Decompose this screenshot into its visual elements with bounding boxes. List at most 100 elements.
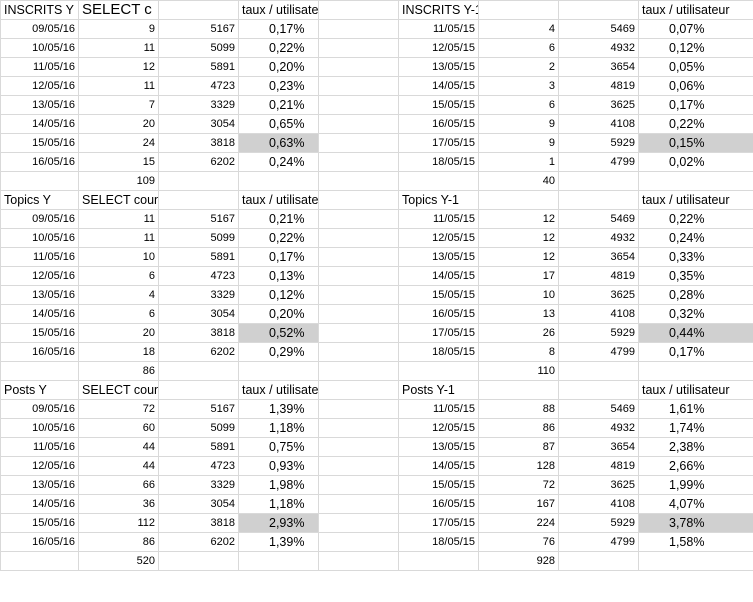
cell [158, 551, 239, 571]
users: 4799 [558, 152, 639, 172]
users: 5891 [158, 57, 239, 77]
rate: 0,20% [238, 304, 319, 324]
count: 12 [78, 57, 159, 77]
date: 17/05/15 [398, 513, 479, 533]
count: 9 [478, 114, 559, 134]
date: 15/05/15 [398, 475, 479, 495]
column-header: SELECT count [78, 380, 159, 400]
column-header: taux / utilisateur [638, 190, 753, 210]
cell [158, 171, 239, 191]
sheet-row: 10/05/16 11 5099 0,22% 12/05/15 12 4932 0,24% [0, 228, 753, 248]
users: 3054 [158, 114, 239, 134]
date: 13/05/15 [398, 57, 479, 77]
rate: 0,22% [638, 209, 753, 229]
cell [638, 361, 753, 381]
cell [318, 437, 399, 457]
date: 11/05/15 [398, 19, 479, 39]
section-title: Topics Y-1 [398, 190, 479, 210]
sheet-row: 16/05/16 86 6202 1,39% 18/05/15 76 4799 1,58% [0, 532, 753, 552]
rate: 0,24% [238, 152, 319, 172]
count: 12 [478, 228, 559, 248]
section-title: Topics Y [0, 190, 79, 210]
rate: 0,29% [238, 342, 319, 362]
total: 40 [478, 171, 559, 191]
users: 6202 [158, 152, 239, 172]
cell [318, 323, 399, 343]
count: 7 [78, 95, 159, 115]
cell [318, 114, 399, 134]
users: 4932 [558, 418, 639, 438]
date: 16/05/16 [0, 532, 79, 552]
sheet-row: 16/05/16 18 6202 0,29% 18/05/15 8 4799 0,17% [0, 342, 753, 362]
count: 17 [478, 266, 559, 286]
sheet-row: 11/05/16 10 5891 0,17% 13/05/15 12 3654 0,33% [0, 247, 753, 267]
date: 16/05/16 [0, 152, 79, 172]
cell [318, 171, 399, 191]
cell [318, 513, 399, 533]
count: 4 [478, 19, 559, 39]
users: 3054 [158, 494, 239, 514]
sheet-row: 13/05/16 4 3329 0,12% 15/05/15 10 3625 0,28% [0, 285, 753, 305]
cell [0, 171, 79, 191]
users: 5929 [558, 133, 639, 153]
date: 13/05/16 [0, 475, 79, 495]
sheet-row: 11/05/16 44 5891 0,75% 13/05/15 87 3654 2,38% [0, 437, 753, 457]
users: 3329 [158, 285, 239, 305]
sheet-row: 09/05/16 72 5167 1,39% 11/05/15 88 5469 1,61% [0, 399, 753, 419]
users: 5469 [558, 19, 639, 39]
rate: 1,18% [238, 494, 319, 514]
column-header: taux / utilisateur [238, 0, 319, 20]
cell [318, 95, 399, 115]
rate: 0,23% [238, 76, 319, 96]
section-title: INSCRITS Y-1 [398, 0, 479, 20]
date: 15/05/16 [0, 323, 79, 343]
cell [158, 361, 239, 381]
sheet-row: 15/05/16 20 3818 0,52% 17/05/15 26 5929 0,44% [0, 323, 753, 343]
rate: 4,07% [638, 494, 753, 514]
sheet-row: 13/05/16 66 3329 1,98% 15/05/15 72 3625 1,99% [0, 475, 753, 495]
count: 10 [78, 247, 159, 267]
date: 15/05/15 [398, 285, 479, 305]
rate: 1,58% [638, 532, 753, 552]
date: 13/05/16 [0, 95, 79, 115]
date: 10/05/16 [0, 418, 79, 438]
date: 15/05/16 [0, 513, 79, 533]
column-header: taux / utilisateur [238, 380, 319, 400]
count: 2 [478, 57, 559, 77]
rate: 0,17% [238, 247, 319, 267]
rate: 0,22% [238, 228, 319, 248]
rate: 1,39% [238, 399, 319, 419]
rate: 0,33% [638, 247, 753, 267]
count: 4 [78, 285, 159, 305]
cell [318, 342, 399, 362]
cell [318, 57, 399, 77]
users: 5167 [158, 209, 239, 229]
count: 26 [478, 323, 559, 343]
count: 9 [78, 19, 159, 39]
users: 3329 [158, 95, 239, 115]
cell [638, 171, 753, 191]
cell [318, 133, 399, 153]
rate: 0,17% [638, 342, 753, 362]
sheet-row: 12/05/16 44 4723 0,93% 14/05/15 128 4819 2,66% [0, 456, 753, 476]
cell [0, 361, 79, 381]
date: 14/05/16 [0, 304, 79, 324]
users: 4723 [158, 456, 239, 476]
total: 520 [78, 551, 159, 571]
rate: 0,07% [638, 19, 753, 39]
rate: 0,17% [638, 95, 753, 115]
sheet-row: 86 110 [0, 361, 753, 381]
count: 11 [78, 38, 159, 58]
users: 3654 [558, 437, 639, 457]
cell [158, 380, 239, 400]
rate: 0,12% [638, 38, 753, 58]
date: 16/05/15 [398, 304, 479, 324]
rate: 1,18% [238, 418, 319, 438]
date: 12/05/15 [398, 38, 479, 58]
users: 5891 [158, 437, 239, 457]
rate: 0,02% [638, 152, 753, 172]
column-header: SELECT c [78, 0, 159, 20]
rate: 0,75% [238, 437, 319, 457]
rate: 0,32% [638, 304, 753, 324]
